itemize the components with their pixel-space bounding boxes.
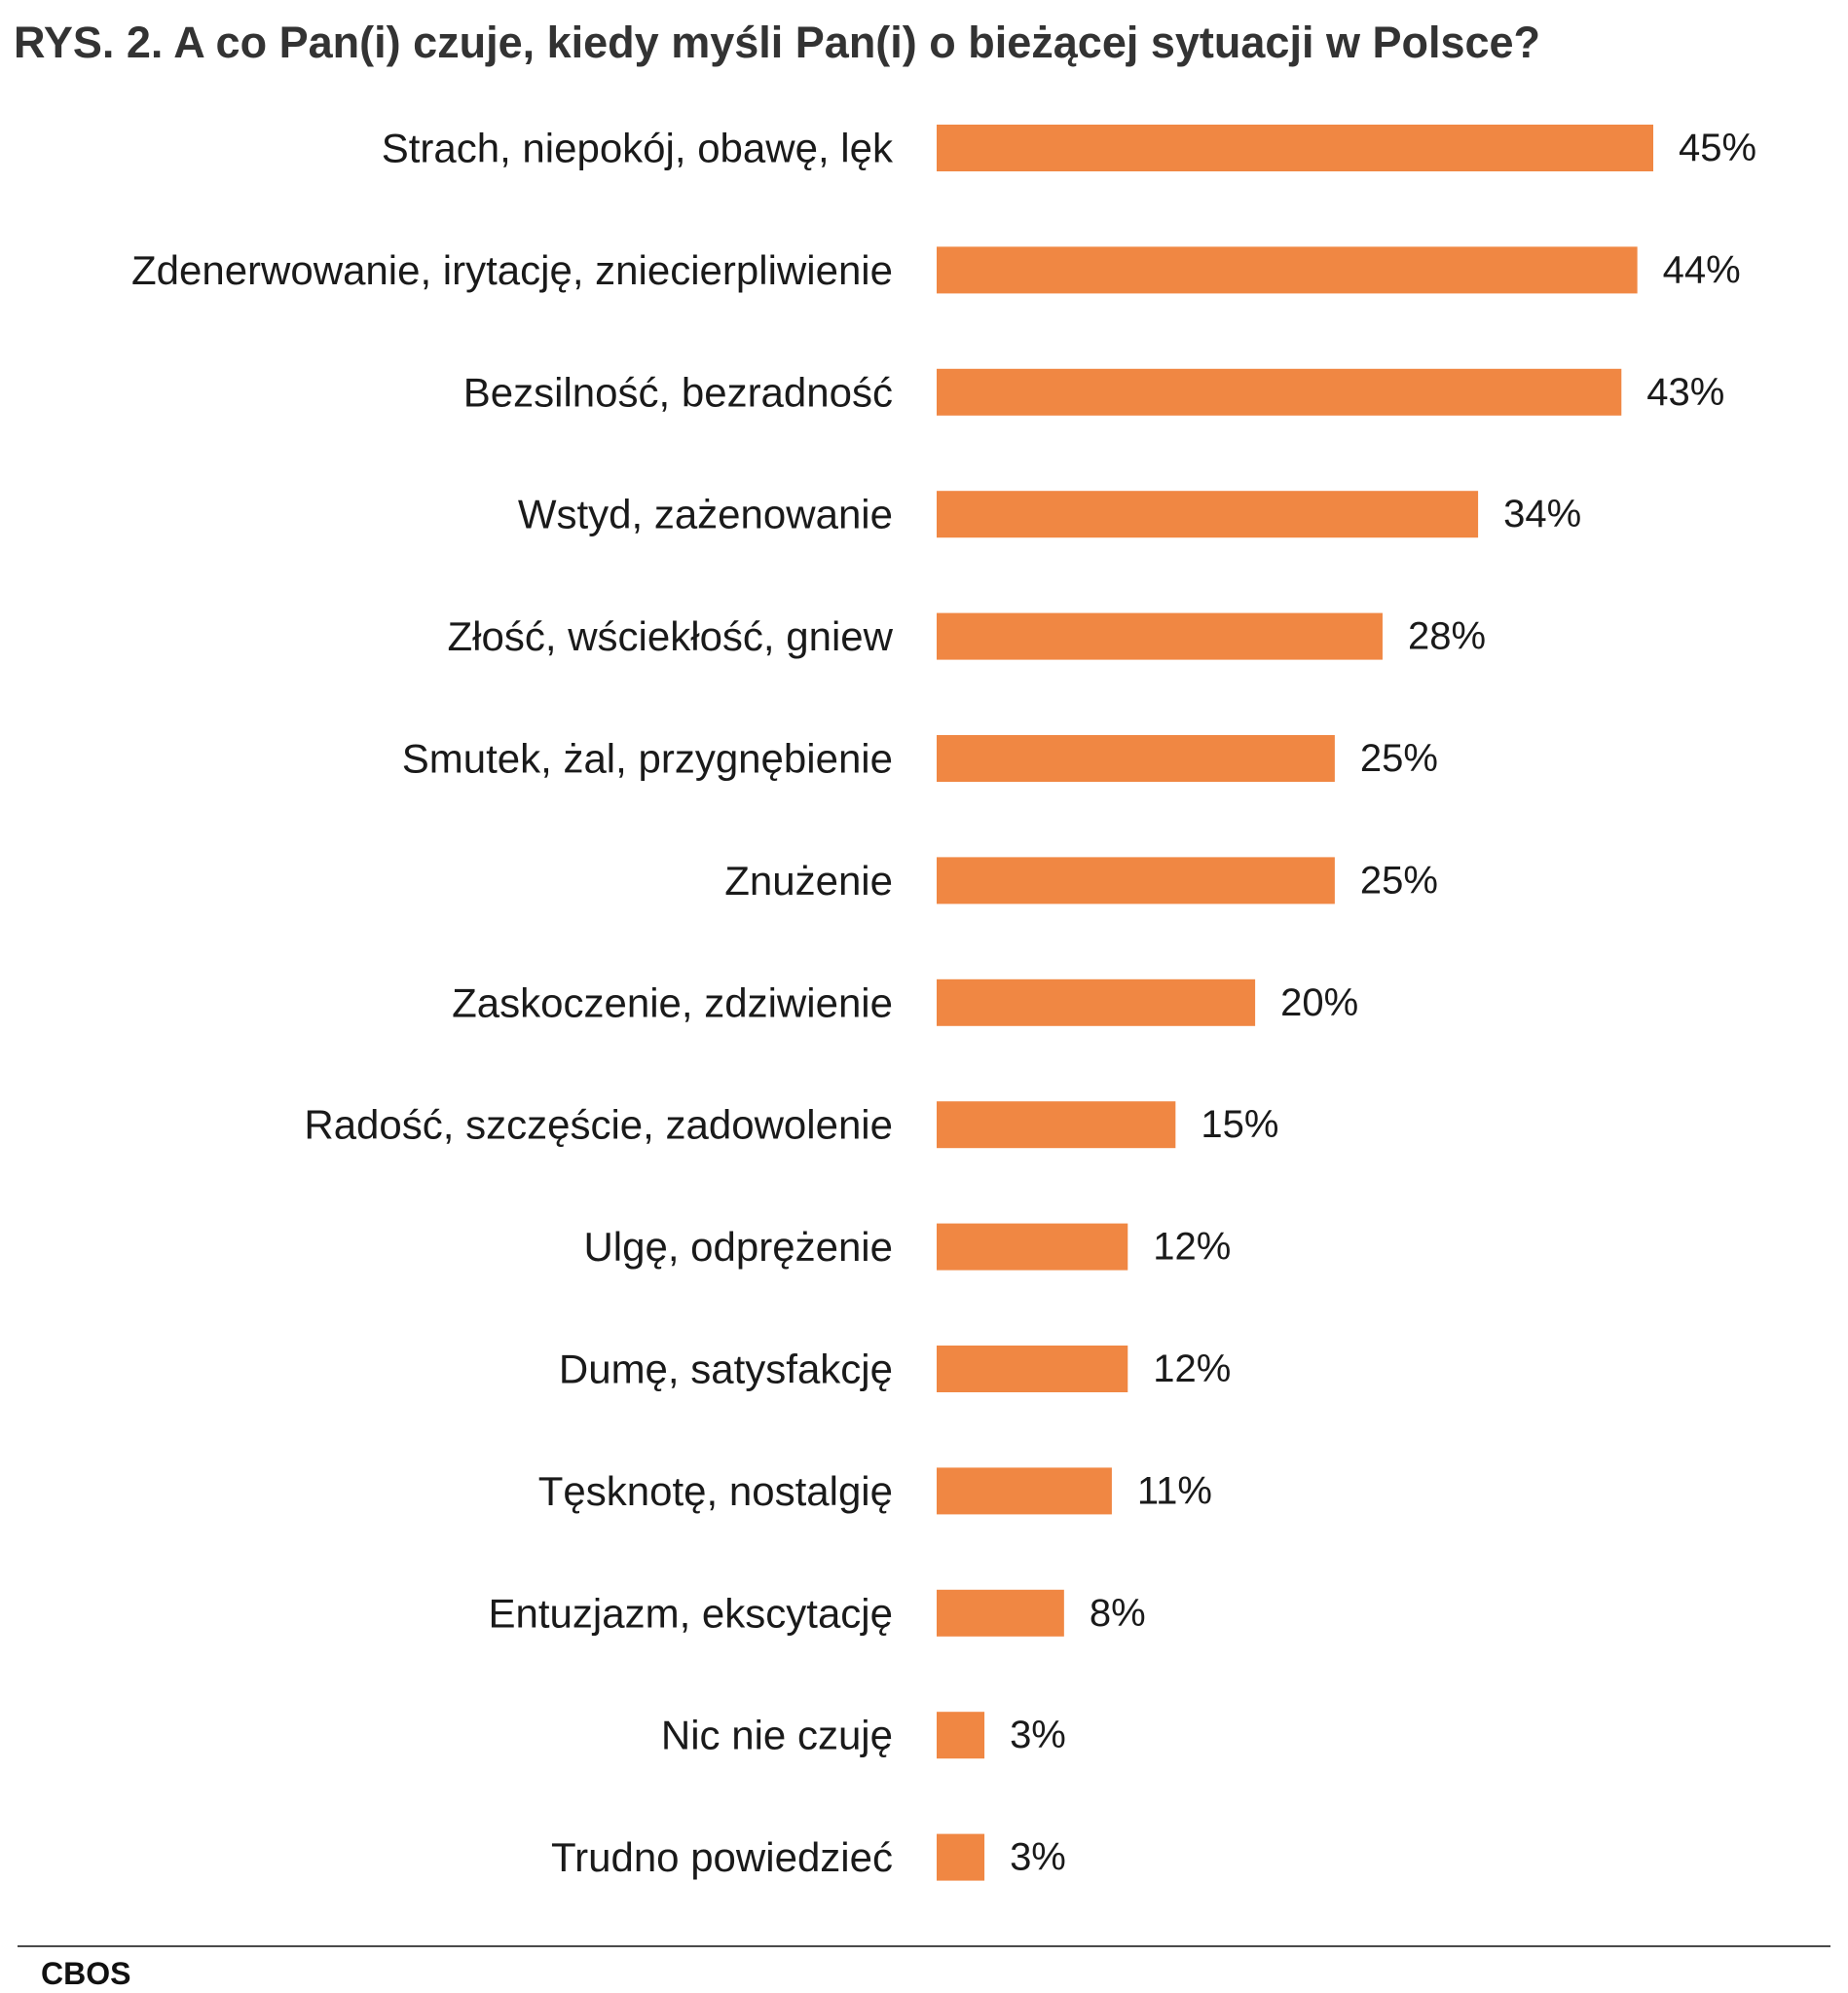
bar — [937, 612, 1383, 660]
bar — [937, 1223, 1128, 1271]
value-label: 8% — [1090, 1592, 1146, 1635]
bar — [937, 857, 1335, 904]
bar — [937, 125, 1653, 171]
value-label: 11% — [1137, 1469, 1212, 1512]
category-label: Złość, wściekłość, gniew — [448, 613, 894, 659]
bar — [937, 1589, 1064, 1637]
bar — [937, 368, 1622, 416]
value-label: 3% — [1010, 1836, 1066, 1879]
bar — [937, 1346, 1128, 1392]
category-label: Radość, szczęście, zadowolenie — [304, 1102, 893, 1148]
value-label: 44% — [1663, 248, 1741, 291]
value-label: 28% — [1408, 615, 1486, 658]
category-label: Strach, niepokój, obawę, lęk — [382, 126, 894, 171]
bar — [937, 978, 1256, 1026]
bar — [937, 1467, 1112, 1515]
category-label: Bezsilność, bezradność — [463, 369, 893, 415]
category-label: Dumę, satysfakcję — [559, 1347, 893, 1392]
value-label: 3% — [1010, 1714, 1066, 1756]
bar — [937, 491, 1479, 538]
value-label: 25% — [1360, 859, 1438, 902]
category-label: Znużenie — [724, 858, 893, 904]
bar — [937, 1712, 985, 1759]
category-label: Trudno powiedzieć — [551, 1834, 893, 1880]
value-label: 34% — [1503, 493, 1581, 535]
chart-title: RYS. 2. A co Pan(i) czuje, kiedy myśli P… — [14, 18, 1541, 67]
category-label: Smutek, żal, przygnębienie — [402, 736, 893, 782]
value-label: 45% — [1679, 127, 1756, 169]
category-label: Zdenerwowanie, irytację, zniecierpliwien… — [131, 247, 893, 293]
category-label: Zaskoczenie, zdziwienie — [452, 979, 893, 1025]
value-label: 25% — [1360, 737, 1438, 780]
bar — [937, 735, 1335, 782]
bar — [937, 246, 1638, 294]
value-label: 20% — [1280, 981, 1358, 1024]
value-label: 15% — [1201, 1103, 1278, 1146]
value-label: 43% — [1646, 371, 1724, 414]
value-label: 12% — [1153, 1347, 1231, 1390]
footer-divider — [18, 1945, 1830, 1947]
source-label: CBOS — [41, 1956, 131, 1991]
bar — [937, 1833, 985, 1881]
category-label: Ulgę, odprężenie — [583, 1224, 893, 1270]
category-label: Entuzjazm, ekscytację — [489, 1590, 894, 1636]
value-label: 12% — [1153, 1226, 1231, 1269]
category-label: Nic nie czuję — [661, 1713, 893, 1758]
category-label: Wstyd, zażenowanie — [518, 492, 893, 537]
category-label: Tęsknotę, nostalgię — [538, 1468, 893, 1514]
bar — [937, 1101, 1176, 1149]
